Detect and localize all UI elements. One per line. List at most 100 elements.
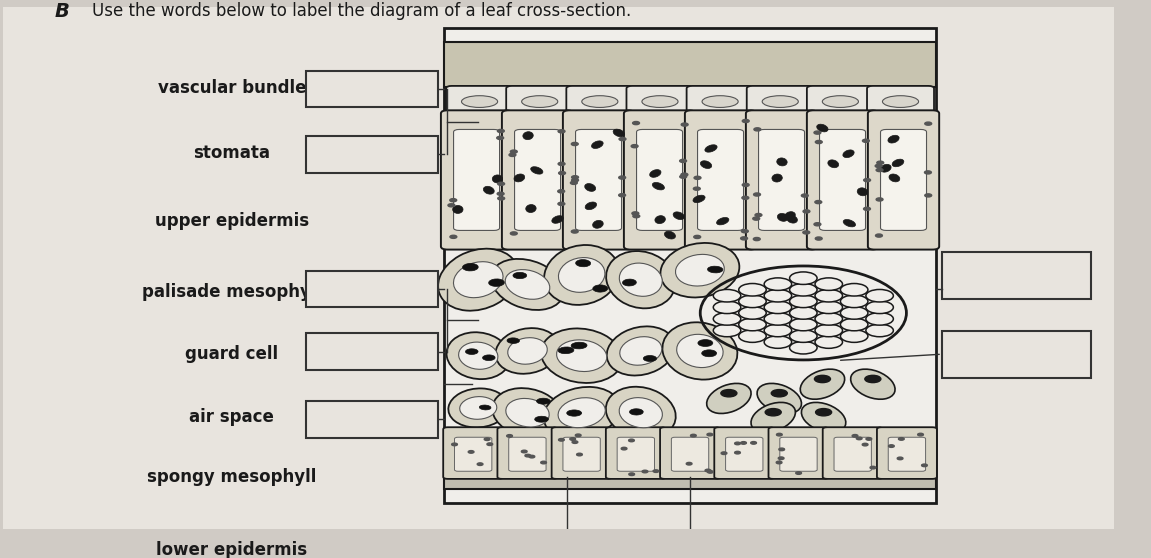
Text: spongy mesophyll: spongy mesophyll — [147, 468, 317, 486]
Circle shape — [764, 324, 792, 336]
Ellipse shape — [571, 342, 587, 349]
Ellipse shape — [693, 195, 706, 203]
FancyBboxPatch shape — [514, 129, 561, 230]
Circle shape — [840, 330, 868, 343]
Text: lower epidermis: lower epidermis — [157, 541, 307, 558]
Circle shape — [448, 204, 455, 207]
Ellipse shape — [496, 328, 559, 374]
Circle shape — [814, 223, 821, 226]
FancyBboxPatch shape — [868, 110, 939, 249]
Circle shape — [653, 470, 658, 473]
Circle shape — [801, 194, 808, 197]
Ellipse shape — [887, 135, 899, 143]
FancyBboxPatch shape — [834, 437, 871, 472]
FancyBboxPatch shape — [2, 0, 1114, 558]
Circle shape — [693, 187, 700, 190]
Ellipse shape — [623, 279, 637, 286]
Ellipse shape — [676, 254, 724, 286]
FancyBboxPatch shape — [889, 437, 925, 472]
Ellipse shape — [883, 96, 918, 108]
Text: vascular bundle: vascular bundle — [158, 79, 306, 97]
Ellipse shape — [607, 251, 676, 309]
Circle shape — [764, 336, 792, 348]
FancyBboxPatch shape — [671, 437, 709, 472]
Circle shape — [576, 434, 581, 436]
Circle shape — [840, 295, 868, 307]
Circle shape — [899, 437, 905, 440]
Circle shape — [558, 439, 564, 441]
Circle shape — [778, 457, 784, 460]
Ellipse shape — [514, 174, 525, 182]
Circle shape — [771, 389, 787, 397]
Text: palisade mesophyll: palisade mesophyll — [142, 282, 322, 301]
FancyBboxPatch shape — [502, 110, 573, 249]
Circle shape — [529, 455, 535, 458]
Ellipse shape — [801, 402, 846, 432]
Circle shape — [628, 439, 634, 442]
Circle shape — [497, 192, 504, 195]
Circle shape — [852, 435, 857, 437]
Circle shape — [815, 336, 843, 348]
FancyBboxPatch shape — [444, 474, 936, 489]
FancyBboxPatch shape — [807, 86, 874, 117]
FancyBboxPatch shape — [617, 437, 655, 472]
Circle shape — [572, 176, 579, 179]
Ellipse shape — [762, 96, 799, 108]
Ellipse shape — [707, 383, 752, 413]
Circle shape — [777, 434, 783, 436]
Ellipse shape — [881, 164, 891, 172]
Ellipse shape — [630, 409, 643, 415]
Ellipse shape — [708, 266, 723, 273]
FancyBboxPatch shape — [605, 427, 665, 479]
Circle shape — [840, 318, 868, 331]
Circle shape — [450, 235, 457, 238]
FancyBboxPatch shape — [447, 86, 513, 117]
Text: air space: air space — [190, 408, 274, 426]
Ellipse shape — [482, 355, 495, 360]
Circle shape — [506, 435, 512, 437]
Ellipse shape — [508, 338, 547, 364]
Circle shape — [790, 295, 817, 307]
Ellipse shape — [643, 355, 656, 362]
Circle shape — [866, 324, 893, 336]
Circle shape — [815, 237, 822, 240]
Ellipse shape — [619, 336, 662, 365]
Ellipse shape — [592, 141, 603, 148]
Ellipse shape — [828, 160, 839, 168]
Ellipse shape — [642, 96, 678, 108]
Ellipse shape — [704, 145, 717, 152]
Circle shape — [714, 301, 741, 314]
Circle shape — [642, 470, 648, 473]
Circle shape — [631, 145, 638, 148]
Circle shape — [790, 307, 817, 319]
Circle shape — [776, 461, 782, 464]
Ellipse shape — [531, 167, 543, 174]
Circle shape — [510, 232, 517, 235]
Ellipse shape — [558, 258, 605, 292]
FancyBboxPatch shape — [441, 110, 512, 249]
Ellipse shape — [857, 188, 868, 196]
Circle shape — [790, 283, 817, 296]
Circle shape — [451, 443, 457, 446]
Circle shape — [876, 234, 883, 237]
Ellipse shape — [459, 397, 497, 419]
Circle shape — [570, 437, 576, 440]
Circle shape — [790, 272, 817, 285]
Ellipse shape — [452, 205, 463, 214]
FancyBboxPatch shape — [306, 271, 439, 307]
Ellipse shape — [777, 213, 788, 222]
Ellipse shape — [566, 410, 581, 416]
FancyBboxPatch shape — [823, 427, 883, 479]
Ellipse shape — [772, 174, 783, 182]
Ellipse shape — [785, 211, 795, 219]
Circle shape — [509, 153, 516, 156]
Circle shape — [754, 238, 760, 240]
Ellipse shape — [892, 159, 904, 167]
Circle shape — [877, 161, 884, 164]
FancyBboxPatch shape — [509, 437, 546, 472]
Ellipse shape — [702, 350, 717, 357]
Circle shape — [754, 128, 761, 131]
Ellipse shape — [491, 259, 564, 310]
Text: guard cell: guard cell — [185, 345, 279, 363]
Circle shape — [541, 461, 547, 464]
